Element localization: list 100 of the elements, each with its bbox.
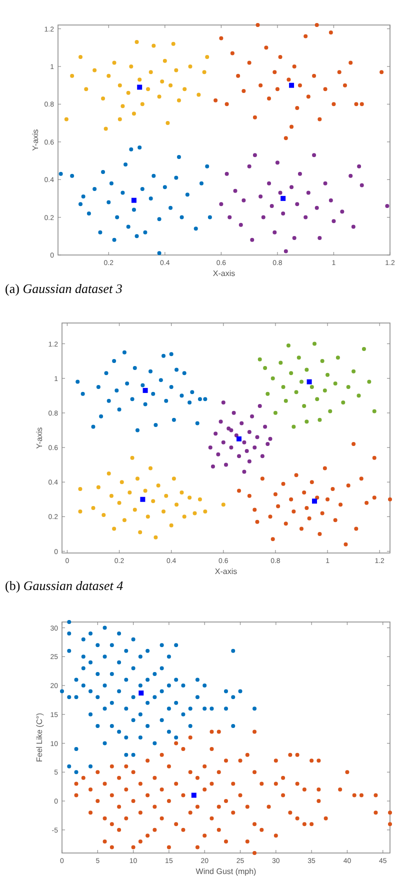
point — [216, 452, 220, 456]
point — [266, 392, 270, 396]
point — [341, 400, 346, 405]
point — [120, 104, 125, 108]
point — [106, 200, 111, 204]
point — [336, 356, 340, 360]
point — [294, 390, 298, 394]
point — [138, 146, 142, 150]
point — [140, 383, 145, 388]
point — [312, 74, 316, 78]
point — [252, 153, 257, 158]
point — [232, 410, 236, 415]
point — [337, 70, 342, 74]
point — [228, 215, 232, 220]
point — [188, 496, 192, 500]
point — [292, 424, 296, 429]
y-axis-title: Feel Like (C°) — [35, 712, 44, 762]
point — [286, 343, 290, 348]
point — [346, 484, 350, 488]
point — [214, 98, 218, 102]
point — [78, 509, 82, 514]
point — [323, 181, 328, 186]
point — [112, 238, 116, 242]
point — [294, 473, 298, 478]
point — [388, 497, 392, 502]
point — [247, 60, 252, 65]
point — [70, 74, 74, 78]
point — [284, 398, 288, 403]
point — [326, 372, 330, 377]
point — [312, 498, 318, 504]
point — [236, 74, 240, 78]
point — [58, 172, 63, 176]
point — [281, 482, 286, 486]
point — [306, 94, 310, 99]
point — [255, 520, 260, 524]
point — [255, 435, 260, 440]
point — [258, 83, 263, 88]
text: (a) Gaussian dataset 3 — [5, 281, 123, 296]
point — [78, 202, 83, 206]
point — [263, 424, 268, 429]
point — [267, 96, 272, 101]
point — [199, 181, 204, 186]
point — [78, 487, 82, 492]
point — [338, 502, 343, 507]
point — [152, 44, 156, 48]
point — [137, 84, 142, 90]
point — [280, 196, 286, 201]
point — [109, 494, 114, 498]
point — [295, 106, 300, 110]
point — [260, 454, 264, 458]
y-axis-title: Y-axis — [31, 129, 40, 151]
point — [328, 198, 333, 202]
point — [367, 380, 372, 384]
point — [143, 402, 148, 406]
point — [304, 215, 308, 220]
point — [205, 55, 210, 60]
point — [252, 446, 257, 450]
point — [284, 249, 288, 254]
point — [130, 397, 134, 402]
point — [380, 70, 384, 74]
point — [146, 87, 150, 92]
point — [342, 83, 347, 88]
point — [180, 394, 184, 398]
point — [289, 497, 294, 502]
point — [157, 251, 162, 256]
point — [292, 64, 296, 68]
point — [330, 487, 335, 492]
point — [268, 514, 272, 519]
point — [112, 359, 116, 364]
point — [162, 354, 166, 358]
point — [157, 94, 162, 99]
point — [354, 526, 358, 531]
point — [292, 509, 296, 514]
point — [310, 384, 314, 389]
point — [272, 70, 277, 74]
point — [314, 206, 319, 210]
point — [198, 497, 202, 502]
point — [190, 390, 194, 394]
point — [318, 532, 322, 536]
point — [296, 356, 301, 360]
point — [135, 476, 140, 481]
point — [218, 420, 223, 424]
point — [320, 359, 324, 364]
point — [157, 217, 162, 222]
point — [351, 224, 356, 229]
point — [284, 136, 288, 140]
point — [148, 70, 153, 74]
point — [263, 366, 268, 370]
point — [64, 117, 68, 122]
point — [162, 58, 167, 63]
point — [152, 174, 156, 178]
point — [169, 352, 174, 356]
point — [118, 83, 122, 88]
point — [125, 382, 130, 386]
point — [174, 502, 179, 507]
point — [276, 504, 280, 508]
point — [250, 238, 254, 242]
point — [273, 492, 278, 496]
point — [122, 518, 126, 522]
point — [304, 34, 308, 38]
